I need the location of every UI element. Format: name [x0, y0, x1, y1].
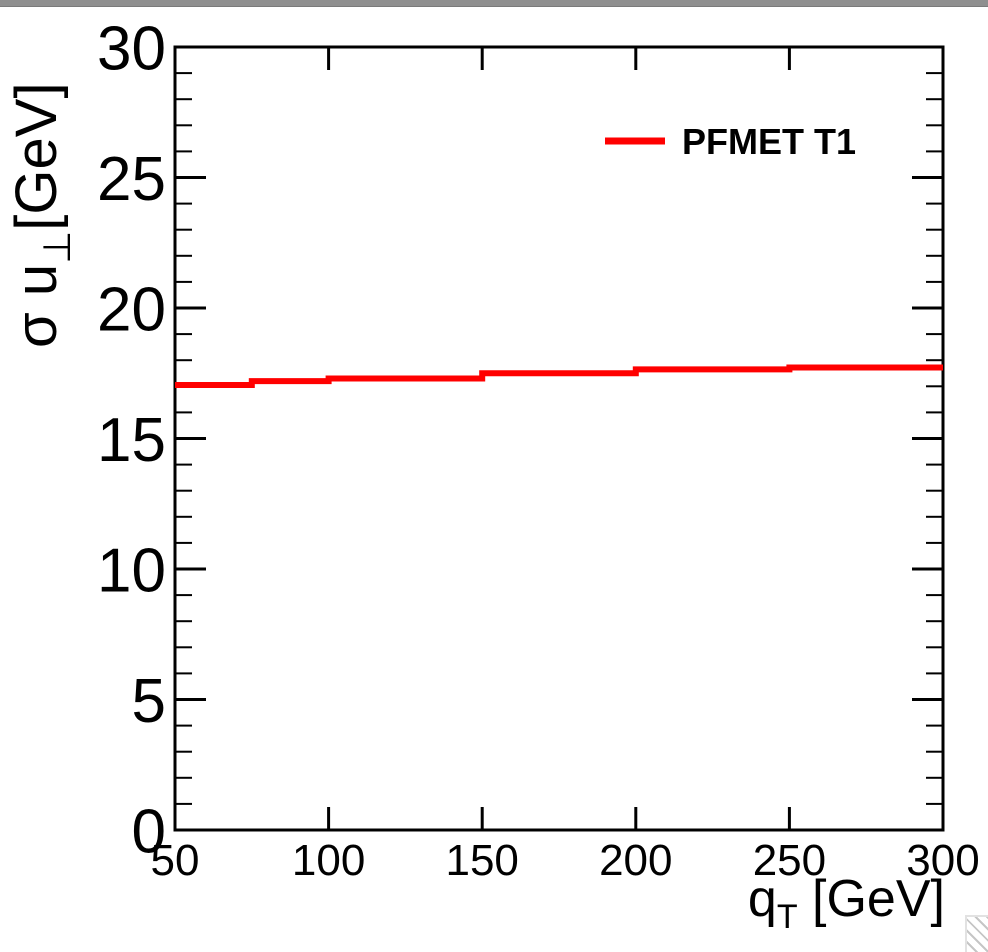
x-tick-label: 50 — [151, 836, 200, 885]
top-bar — [0, 0, 988, 7]
x-axis-ticks — [327, 48, 791, 829]
x-axis-title: qT [GeV] — [748, 870, 945, 936]
data-series-pfmet-t1 — [175, 364, 943, 388]
x-tick-label: 100 — [292, 836, 365, 885]
y-tick-label: 20 — [97, 275, 166, 344]
plot-frame — [173, 45, 945, 832]
x-tick-label: 200 — [599, 836, 672, 885]
x-tick-label: 150 — [445, 836, 518, 885]
legend: PFMET T1 — [605, 121, 856, 162]
y-tick-label: 0 — [132, 797, 166, 866]
y-tick-label: 25 — [97, 145, 166, 214]
legend-label: PFMET T1 — [682, 121, 856, 162]
x-tick-label: 300 — [906, 836, 979, 885]
resize-grip-icon[interactable] — [965, 915, 988, 952]
y-tick-label: 10 — [97, 536, 166, 605]
y-axis-title: σ u⊥[GeV] — [4, 82, 79, 348]
y-tick-label: 15 — [97, 406, 166, 475]
y-tick-label: 5 — [132, 667, 166, 736]
x-tick-label: 250 — [753, 836, 826, 885]
y-axis-ticks — [176, 72, 942, 805]
y-tick-label: 30 — [97, 14, 166, 83]
